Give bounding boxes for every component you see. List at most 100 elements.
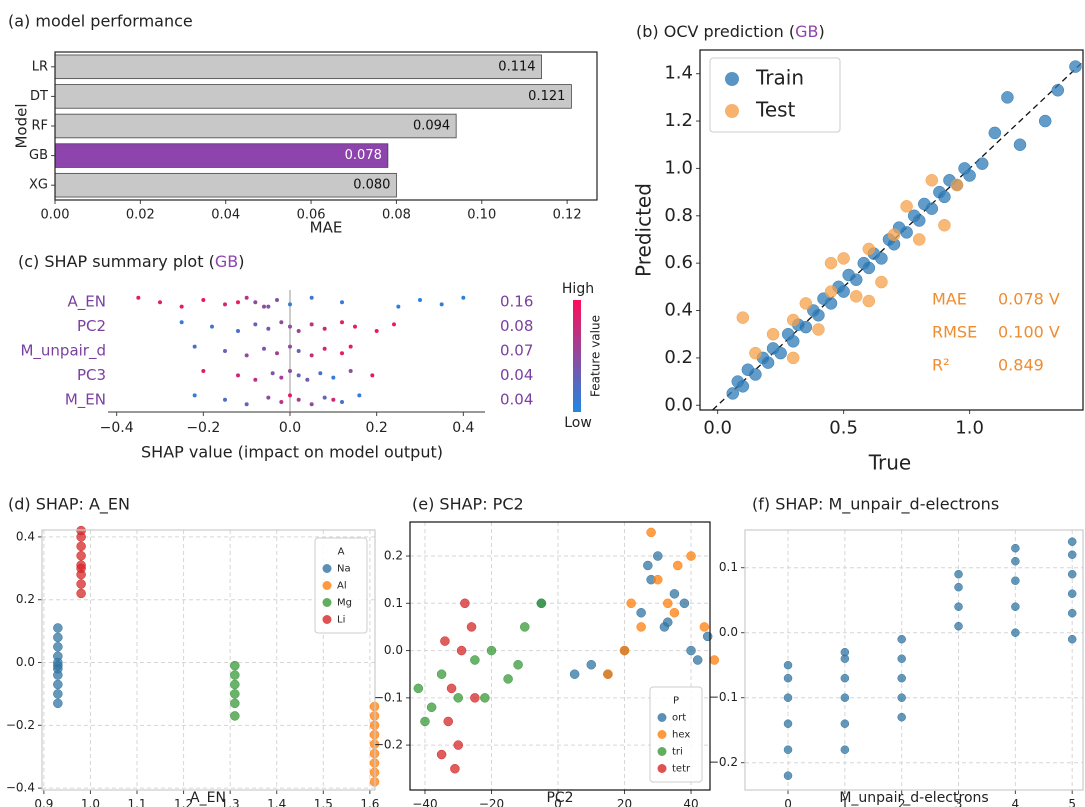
mean-shap-label: 0.07 (500, 342, 533, 360)
metric-value: 0.849 (998, 356, 1044, 375)
point (863, 295, 875, 307)
y-tick-label: 0.2 (16, 592, 35, 606)
legend-swatch (725, 72, 739, 86)
point (460, 599, 469, 608)
shap-point (266, 305, 270, 309)
colorbar-high: High (562, 281, 594, 297)
shap-point (323, 347, 327, 351)
point (437, 670, 446, 679)
point (680, 599, 689, 608)
x-tick-label: 0.06 (297, 208, 326, 223)
point (841, 694, 849, 702)
point (787, 352, 799, 364)
x-tick-label: −0.2 (186, 420, 220, 436)
metric-label: R² (932, 356, 950, 375)
y-tick-label: 0.4 (16, 529, 35, 543)
point (767, 328, 779, 340)
point (1068, 551, 1076, 559)
legend-swatch (658, 730, 667, 739)
point (470, 693, 479, 702)
shap-point (288, 345, 292, 349)
mean-shap-label: 0.04 (500, 366, 533, 384)
shap-point (288, 302, 292, 306)
point (53, 633, 62, 642)
legend-label: Al (337, 581, 347, 592)
x-tick-label: 0.9 (34, 797, 53, 807)
x-axis-label: M_unpair_d-electrons (839, 790, 988, 806)
colorbar-label: Feature value (589, 315, 603, 397)
metric-value: 0.100 V (998, 323, 1060, 342)
point (863, 262, 875, 274)
point (749, 368, 761, 380)
shap-point (180, 320, 184, 324)
point (955, 583, 963, 591)
y-tick-label: 0.0 (16, 655, 35, 669)
legend-label: Na (337, 564, 351, 575)
y-tick-label: 0.0 (384, 643, 403, 657)
point (850, 274, 862, 286)
value-label: 0.094 (413, 119, 450, 134)
point (440, 637, 449, 646)
point (447, 684, 456, 693)
point (787, 335, 799, 347)
point (762, 357, 774, 369)
x-tick-label: 1 (841, 797, 849, 807)
feature-label: A_EN (68, 293, 106, 312)
shap-point (193, 393, 197, 397)
shap-point (245, 353, 249, 357)
point (673, 561, 682, 570)
point (693, 656, 702, 665)
point (888, 229, 900, 241)
point (637, 622, 646, 631)
point (784, 746, 792, 754)
shap-point (305, 378, 309, 382)
shap-point (340, 320, 344, 324)
x-tick-label: 1.0 (81, 797, 100, 807)
x-tick-label: 1.2 (174, 797, 193, 807)
legend-label: Li (337, 615, 345, 626)
x-tick-label: 0.12 (553, 208, 582, 223)
bar (55, 173, 396, 197)
shap-point (262, 347, 266, 351)
point (955, 603, 963, 611)
shap-point (357, 393, 361, 397)
title-part: (b) OCV prediction ( (636, 22, 795, 41)
point (647, 528, 656, 537)
colorbar-low: Low (564, 415, 592, 431)
title-part: (c) SHAP summary plot ( (18, 252, 215, 271)
shap-point (396, 305, 400, 309)
point (800, 297, 812, 309)
point (1011, 629, 1019, 637)
shap-point (245, 402, 249, 406)
title-part: ) (238, 252, 244, 271)
point (901, 226, 913, 238)
y-tick-label: −0.4 (6, 781, 35, 795)
shap-point (288, 393, 292, 397)
shap-point (370, 373, 374, 377)
point (955, 622, 963, 630)
point (670, 608, 679, 617)
point (53, 689, 62, 698)
point (841, 674, 849, 682)
chart-title: (b) OCV prediction (GB) (636, 22, 825, 41)
point (841, 648, 849, 656)
point (913, 215, 925, 227)
shap-point (318, 371, 322, 375)
x-tick-label: 0 (554, 797, 562, 807)
value-label: 0.114 (498, 59, 535, 74)
shap-point (340, 300, 344, 304)
point (53, 623, 62, 632)
shap-point (236, 300, 240, 304)
y-tick-label: 0.4 (664, 300, 693, 321)
shap-point (136, 296, 140, 300)
legend-swatch (658, 747, 667, 756)
value-label: 0.080 (353, 178, 390, 193)
point (898, 713, 906, 721)
point (703, 632, 712, 641)
shap-point (331, 376, 335, 380)
legend-label: Train (755, 66, 804, 90)
point (1011, 544, 1019, 552)
y-tick-label: −0.1 (709, 690, 738, 704)
point (825, 257, 837, 269)
point (454, 693, 463, 702)
